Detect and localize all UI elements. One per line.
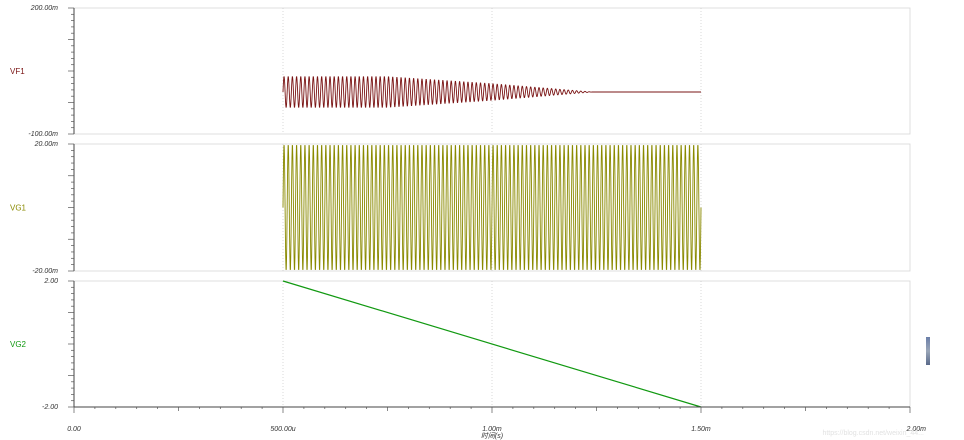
y-tick-label-top: 2.00 [43, 278, 58, 285]
x-tick-label: 500.00u [270, 426, 295, 433]
x-tick-label: 0.00 [67, 426, 81, 433]
side-scroll-handle[interactable] [926, 337, 930, 365]
watermark: https://blog.csdn.net/weixin_44... [822, 430, 924, 437]
x-tick-label: 1.00m [482, 426, 502, 433]
x-tick-label: 1.50m [691, 426, 711, 433]
y-tick-label-top: 200.00m [30, 5, 58, 12]
y-tick-label-bottom: -20.00m [32, 268, 58, 275]
x-axis-label: 时间(s) [481, 432, 503, 440]
series-label: VF1 [10, 67, 25, 76]
panel-vf1: 200.00m -100.00m VF1 [10, 5, 911, 138]
y-tick-label-bottom: -2.00 [42, 404, 58, 411]
series-label: VG2 [10, 340, 27, 349]
series-trace [282, 76, 701, 108]
series-label: VG1 [10, 204, 27, 213]
x-tick-label: 2.00m [906, 426, 927, 433]
panel-vg1: 20.00m -20.00m VG1 [10, 141, 911, 275]
panel-vg2: 2.00 -2.00 VG2 [10, 278, 911, 411]
series-trace [282, 280, 702, 408]
y-tick-label-bottom: -100.00m [28, 131, 58, 138]
series-trace [282, 145, 702, 270]
y-tick-label-top: 20.00m [34, 141, 59, 148]
